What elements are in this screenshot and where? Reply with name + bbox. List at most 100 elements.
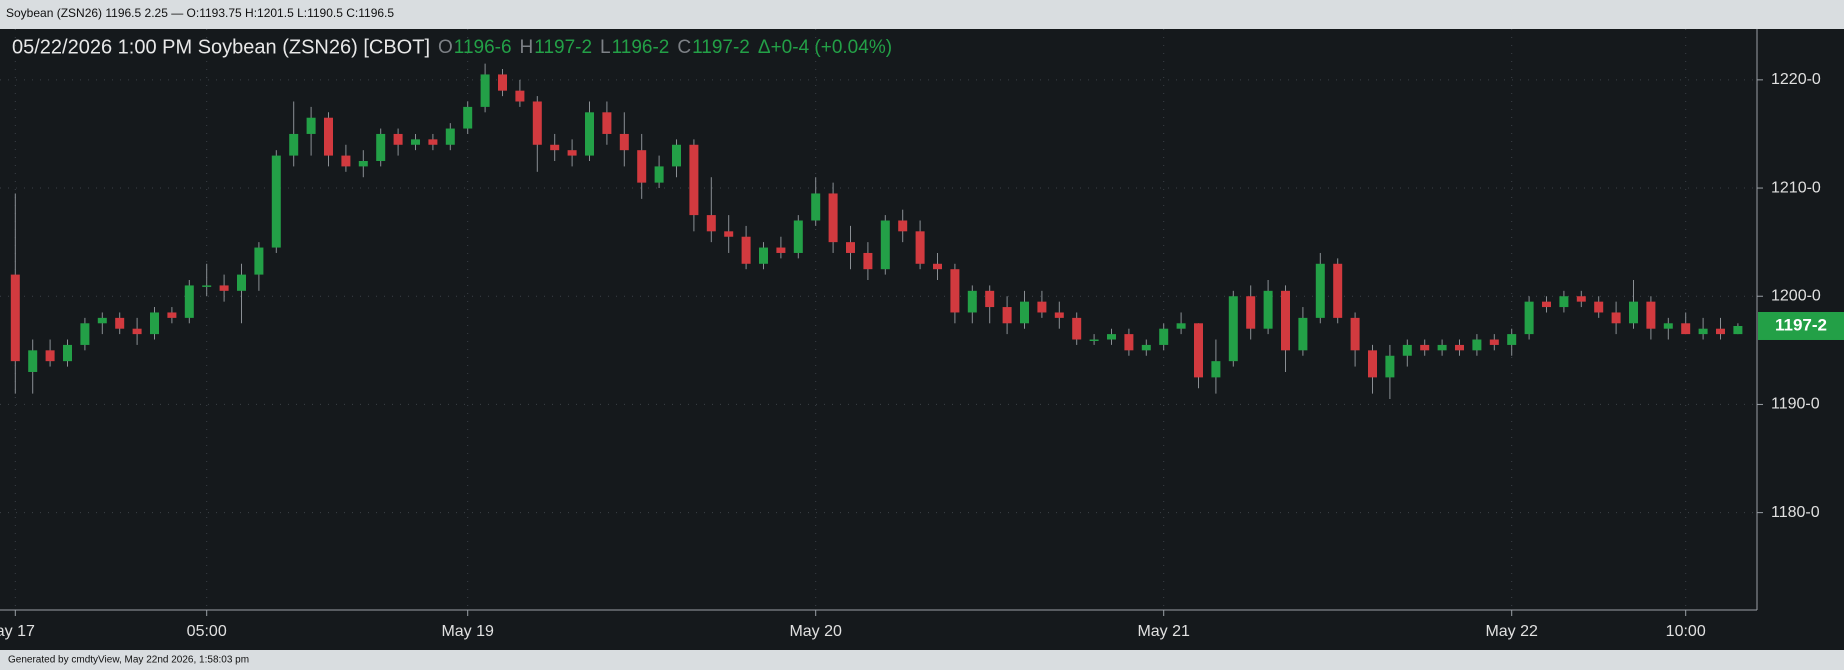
candle-body [1420,344,1430,351]
x-tick-label: May 21 [1137,623,1190,640]
candle-body [97,317,107,324]
candle-body [341,155,351,167]
candle-body [828,193,838,243]
candle-body [672,144,681,167]
candle-body [393,133,403,145]
candle-body [324,117,333,156]
y-tick-label: 1190-0 [1771,396,1820,413]
candle-body [80,323,90,345]
candle-body [1107,334,1116,340]
last-price-box [1758,311,1844,340]
candle-body [1054,312,1064,318]
candle-body [1368,350,1377,378]
candle-body [637,150,647,183]
candle-body [567,150,577,156]
candle-body [793,220,803,253]
candle-body [1211,361,1221,378]
x-tick-label: May 19 [441,623,494,640]
candle-body [150,312,159,335]
candle-body [115,317,125,329]
x-tick-label: May 20 [789,623,842,640]
candle-body [1281,290,1290,351]
y-tick-label: 1220-0 [1771,71,1821,88]
candle-body [1594,301,1604,313]
candle-body [480,74,490,107]
candle-body [1002,307,1012,324]
candle-body [898,220,908,232]
candle-body [1489,339,1499,345]
candle-body [985,290,995,308]
candle-body [602,112,612,134]
candle-body [254,247,264,275]
candle-body [1263,290,1273,329]
candle-body [585,112,594,156]
candle-body [1437,344,1447,351]
candle-body [1542,301,1551,308]
candle-body [1559,296,1569,308]
candle-body [1629,301,1638,324]
candle-body [1402,344,1412,356]
candle-body [933,263,942,270]
top-bar [0,0,1844,29]
footer-text: Generated by cmdtyView, May 22nd 2026, 1… [8,655,249,666]
candle-body [846,242,855,253]
legend-key: O [438,37,453,58]
candle-body [759,247,768,264]
candle-body [202,285,212,287]
candle-body [1385,355,1395,378]
legend-value: 1197-2 [692,37,750,58]
candle-body [1663,323,1673,329]
candle-body [741,236,751,264]
candle-body [1524,301,1534,335]
candle-body [1176,323,1186,329]
y-tick-label: 1210-0 [1771,179,1821,196]
candle-body [219,285,229,291]
candle-body [498,74,507,91]
candle-body [1037,301,1047,313]
candle-body [706,215,716,232]
candle-body [271,155,281,248]
last-price-label: 1197-2 [1775,315,1827,334]
candle-body [515,90,525,102]
candle-body [45,350,55,362]
candle-body [950,269,960,313]
y-tick-label: 1200-0 [1771,287,1821,304]
candle-body [1576,296,1586,302]
legend-key: H [520,37,534,58]
candle-body [1333,263,1343,318]
candle-body [619,133,629,151]
candle-body [1681,323,1691,335]
candle-body [654,166,664,183]
candle-body [445,128,455,145]
candle-body [880,220,890,270]
legend-value: 1196-6 [454,37,512,58]
candle-body [167,312,177,318]
candle-body [967,290,977,313]
candle-body [689,144,699,216]
candle-body [776,247,786,253]
candle-body [1246,296,1256,329]
candle-body [863,252,873,270]
candle-body [724,231,734,237]
candle-body [289,133,299,156]
footer-bar [0,650,1844,670]
candle-body [28,350,38,372]
y-tick-label: 1180-0 [1771,504,1820,521]
candle-body [1315,263,1325,318]
candle-body [358,160,368,167]
candle-body [1507,334,1517,345]
candle-body [1072,317,1082,340]
candle-body [411,139,420,145]
legend: 05/22/2026 1:00 PM Soybean (ZSN26) [CBOT… [12,36,892,58]
legend-key: C [677,37,691,58]
header-text: Soybean (ZSN26) 1196.5 2.25 — O:1193.75 … [6,6,394,20]
candle-body [1350,317,1360,351]
candle-body [1124,334,1134,351]
x-tick-label: ay 17 [0,623,35,640]
candle-body [1646,301,1656,329]
candle-body [1020,301,1029,324]
candle-body [63,344,72,362]
candle-body [1089,339,1099,342]
x-tick-label: 10:00 [1666,623,1706,640]
